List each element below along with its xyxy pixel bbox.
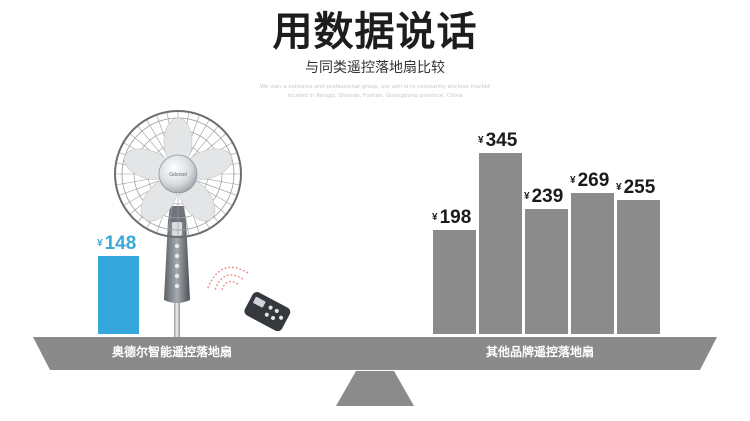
price-value: 148 [104,233,137,254]
yen-symbol: ¥ [570,175,576,186]
scale-fulcrum [336,371,414,406]
bar-other-3 [525,209,568,334]
price-label-other-5: ¥255 [616,178,655,198]
price-label-other-3: ¥239 [524,187,563,207]
scale-label-ours: 奥德尔智能遥控落地扇 [112,345,233,359]
price-value: 269 [577,170,610,191]
price-label-other-2: ¥345 [478,131,517,151]
bar-ours [98,256,139,334]
page-subtitle: 与同类遥控落地扇比较 [305,60,445,76]
caption-text: We own a cohesive and professional group… [230,83,520,101]
fan-pole [174,300,180,340]
bar-other-5 [617,200,660,334]
page-title: 用数据说话 [272,9,478,55]
price-value: 345 [485,130,518,151]
price-value: 255 [623,177,656,198]
bar-other-1 [433,230,476,334]
remote-control [206,266,291,332]
price-label-other-4: ¥269 [570,171,609,191]
price-value: 239 [531,186,564,207]
scale-label-others: 其他品牌遥控落地扇 [486,345,595,359]
price-label-ours: ¥148 [97,234,136,254]
yen-symbol: ¥ [524,191,530,202]
price-value: 198 [439,207,472,228]
fan-brand-badge: Gdorsel [169,172,187,178]
fan-hub [158,154,198,194]
yen-symbol: ¥ [432,212,438,223]
price-label-other-1: ¥198 [432,208,471,228]
signal-waves-icon [206,266,249,291]
yen-symbol: ¥ [97,238,103,249]
bar-other-4 [571,193,614,334]
fan-illustration: Gdorsel [114,110,242,340]
bar-other-2 [479,153,522,334]
yen-symbol: ¥ [616,182,622,193]
caption-line-1: We own a cohesive and professional group… [259,84,491,90]
yen-symbol: ¥ [478,135,484,146]
caption-line-2: located in Rongqi, Shunde, Foshan, Guang… [287,93,463,99]
scale-beam [33,337,717,370]
